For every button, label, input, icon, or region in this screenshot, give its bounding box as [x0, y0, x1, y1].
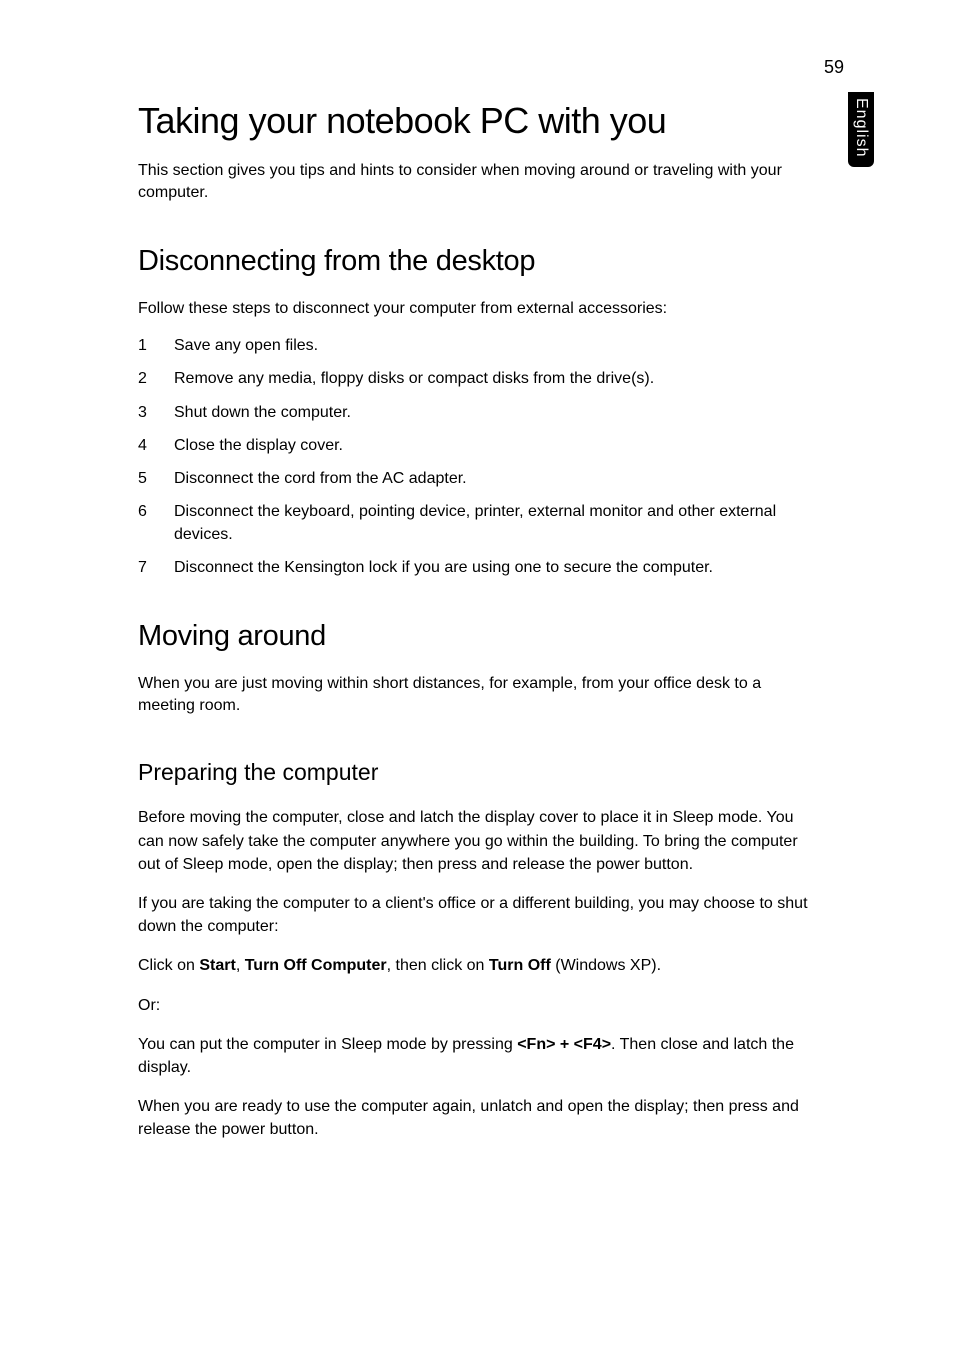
text-run: Click on: [138, 957, 199, 974]
language-tab: English: [848, 92, 874, 167]
list-number: 1: [138, 334, 174, 357]
bold-turn-off: Turn Off: [489, 957, 551, 974]
text-run: , then click on: [387, 957, 489, 974]
bold-turn-off-computer: Turn Off Computer: [245, 957, 387, 974]
paragraph: Before moving the computer, close and la…: [138, 806, 818, 876]
list-item: 6 Disconnect the keyboard, pointing devi…: [138, 500, 818, 546]
section2-lead: When you are just moving within short di…: [138, 673, 818, 718]
list-number: 6: [138, 500, 174, 546]
paragraph: You can put the computer in Sleep mode b…: [138, 1033, 818, 1079]
paragraph: Click on Start, Turn Off Computer, then …: [138, 954, 818, 977]
paragraph: When you are ready to use the computer a…: [138, 1095, 818, 1141]
text-run: (Windows XP).: [551, 957, 661, 974]
list-text: Remove any media, floppy disks or compac…: [174, 367, 818, 390]
list-text: Disconnect the keyboard, pointing device…: [174, 500, 818, 546]
list-text: Disconnect the Kensington lock if you ar…: [174, 556, 818, 579]
text-run: ,: [236, 957, 245, 974]
list-number: 7: [138, 556, 174, 579]
list-item: 3 Shut down the computer.: [138, 401, 818, 424]
list-number: 5: [138, 467, 174, 490]
paragraph: If you are taking the computer to a clie…: [138, 892, 818, 938]
text-run: You can put the computer in Sleep mode b…: [138, 1036, 517, 1053]
section-heading-disconnecting: Disconnecting from the desktop: [138, 245, 818, 278]
list-item: 5 Disconnect the cord from the AC adapte…: [138, 467, 818, 490]
list-item: 7 Disconnect the Kensington lock if you …: [138, 556, 818, 579]
subsection-heading-preparing: Preparing the computer: [138, 759, 818, 786]
intro-paragraph: This section gives you tips and hints to…: [138, 160, 818, 205]
bold-start: Start: [199, 957, 235, 974]
list-text: Save any open files.: [174, 334, 818, 357]
list-item: 4 Close the display cover.: [138, 434, 818, 457]
page-content: Taking your notebook PC with you This se…: [138, 100, 818, 1158]
list-text: Close the display cover.: [174, 434, 818, 457]
list-item: 2 Remove any media, floppy disks or comp…: [138, 367, 818, 390]
list-number: 3: [138, 401, 174, 424]
list-number: 4: [138, 434, 174, 457]
paragraph: Or:: [138, 994, 818, 1017]
list-number: 2: [138, 367, 174, 390]
steps-list: 1 Save any open files. 2 Remove any medi…: [138, 334, 818, 580]
page-number: 59: [824, 57, 844, 78]
section-heading-moving: Moving around: [138, 620, 818, 653]
list-text: Shut down the computer.: [174, 401, 818, 424]
page-title: Taking your notebook PC with you: [138, 100, 818, 142]
list-text: Disconnect the cord from the AC adapter.: [174, 467, 818, 490]
bold-keystroke: <Fn> + <F4>: [517, 1036, 611, 1053]
section1-lead: Follow these steps to disconnect your co…: [138, 298, 818, 320]
list-item: 1 Save any open files.: [138, 334, 818, 357]
